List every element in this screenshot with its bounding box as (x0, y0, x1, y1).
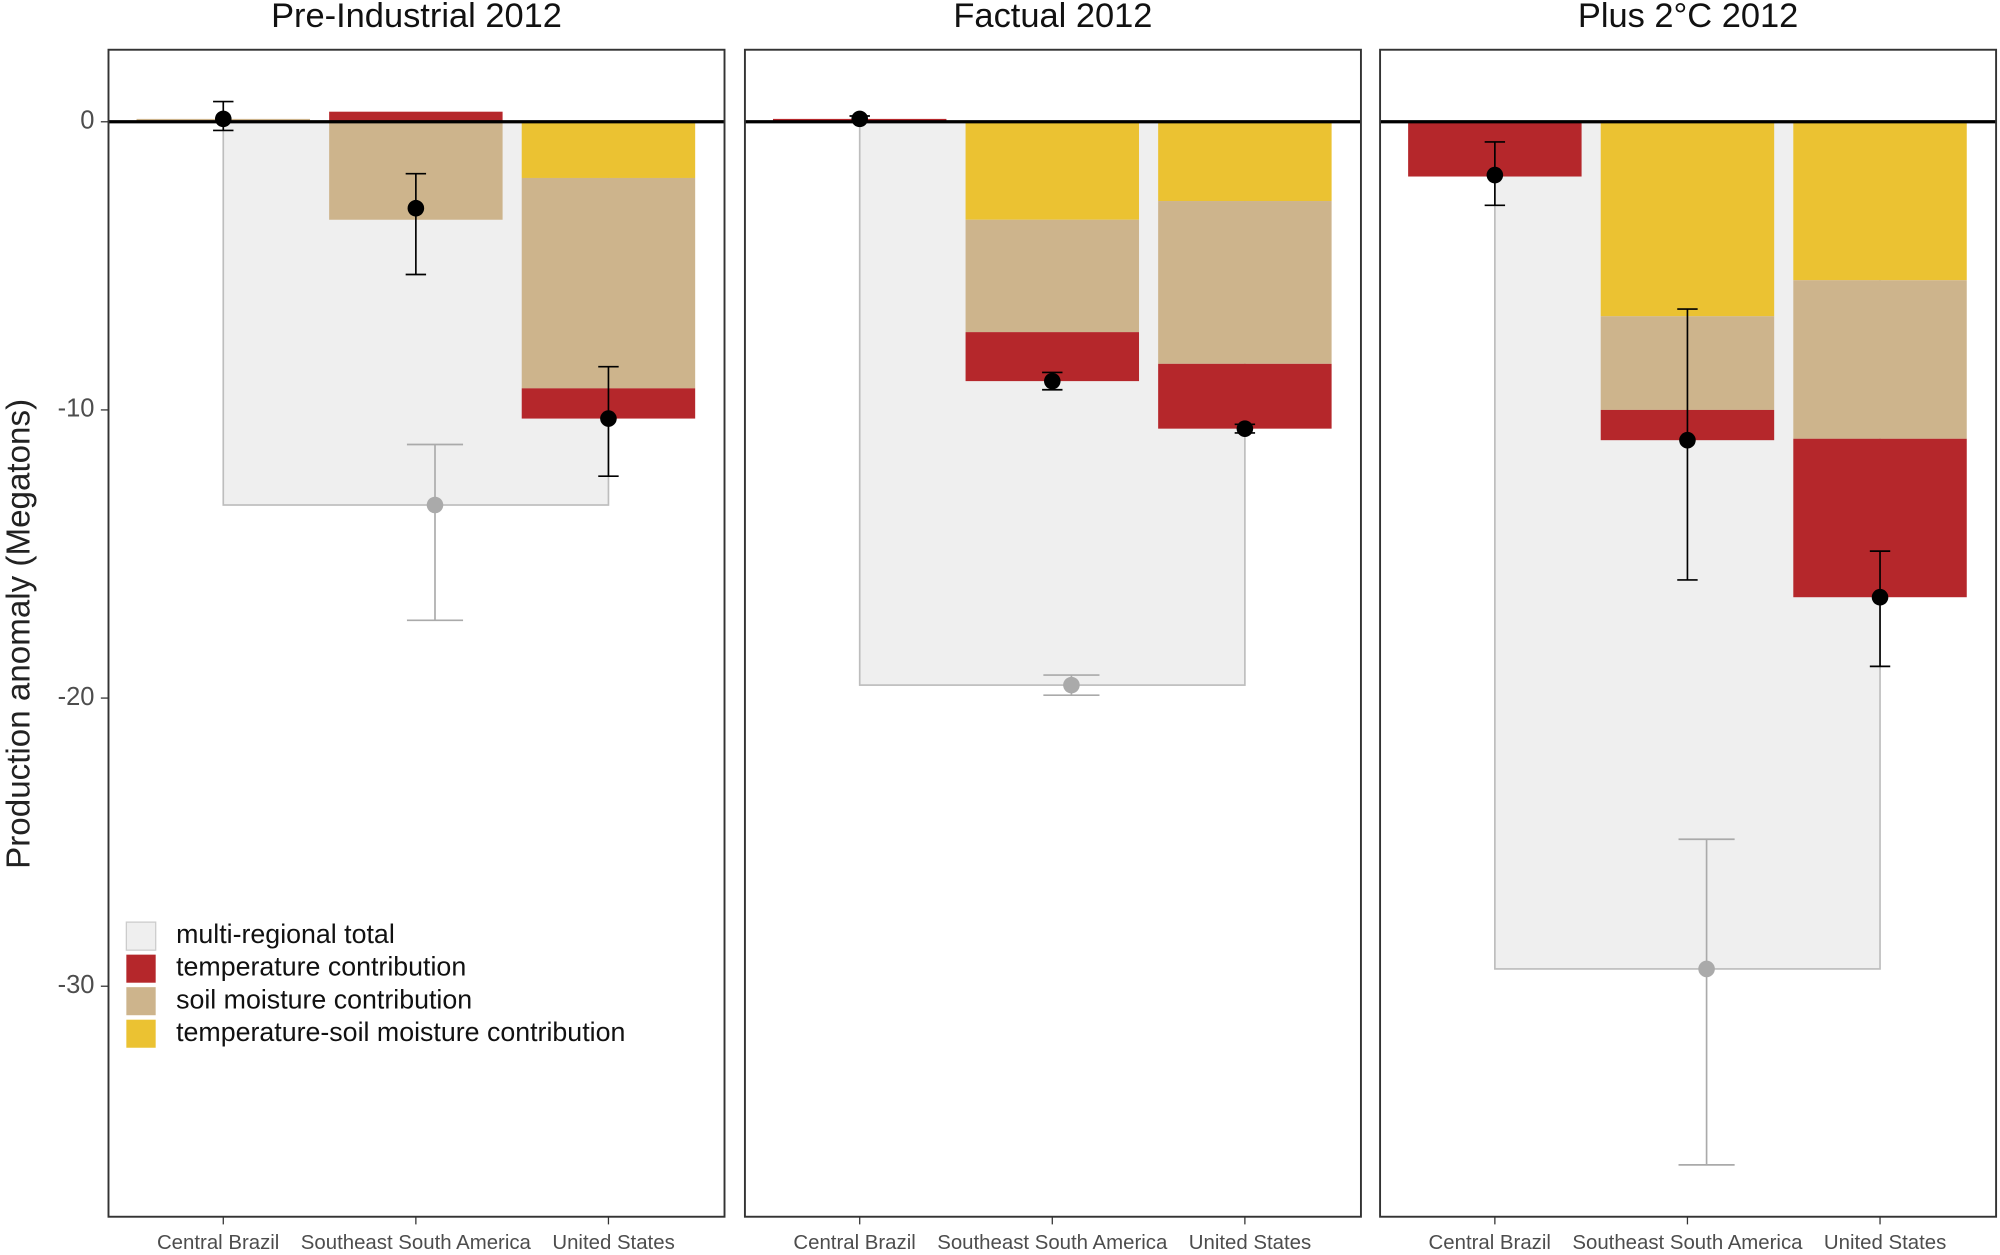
estimate-point (1486, 166, 1504, 184)
x-tick-label: Central Brazil (1429, 1232, 1551, 1254)
x-tick-label: United States (1189, 1232, 1311, 1254)
x-tick-label: Central Brazil (157, 1232, 279, 1254)
legend-swatch (126, 987, 156, 1016)
total-point (1063, 676, 1080, 694)
stack-segment (1158, 121, 1332, 202)
x-tick-label: United States (1824, 1232, 1946, 1254)
total-point (1698, 960, 1715, 978)
panel-title: Pre-Industrial 2012 (271, 0, 562, 35)
legend-label: soil moisture contribution (176, 984, 472, 1014)
legend-swatch (126, 1019, 156, 1048)
estimate-point (407, 199, 425, 217)
panel-border (743, 48, 1362, 1218)
stack-segment (1158, 201, 1332, 364)
estimate-point (851, 110, 868, 128)
stack-segment (965, 219, 1140, 333)
stack-segment (1793, 121, 1967, 281)
y-axis-label: Production anomaly (Megatons) (0, 399, 37, 869)
stack-segment (965, 121, 1140, 220)
y-tick-label: -20 (58, 683, 95, 711)
estimate-point (1871, 588, 1889, 606)
estimate-point (600, 410, 617, 427)
legend-label: multi-regional total (176, 919, 395, 949)
stack-segment (329, 111, 503, 122)
estimate-point (214, 110, 232, 128)
stack-segment (521, 121, 696, 178)
y-tick-label: -10 (58, 395, 95, 423)
stack-segment (1793, 280, 1967, 439)
legend-label: temperature-soil moisture contribution (176, 1017, 625, 1047)
x-tick-label: Southeast South America (301, 1232, 532, 1254)
legend-swatch (126, 954, 156, 983)
x-tick-label: United States (552, 1232, 674, 1254)
stack-segment (1600, 121, 1775, 317)
panel-title: Plus 2°C 2012 (1578, 0, 1798, 35)
stack-segment (1158, 363, 1332, 429)
panel-border (107, 48, 726, 1218)
y-tick-label: 0 (80, 107, 94, 135)
x-tick-label: Southeast South America (937, 1232, 1168, 1254)
total-point (426, 496, 444, 514)
estimate-point (1236, 420, 1254, 437)
legend-label: temperature contribution (176, 952, 466, 982)
x-tick-label: Central Brazil (793, 1232, 915, 1254)
legend-swatch (125, 921, 157, 951)
estimate-point (1044, 372, 1061, 390)
stack-segment (521, 177, 696, 389)
x-tick-label: Southeast South America (1572, 1232, 1803, 1254)
y-tick-label: -30 (58, 971, 95, 999)
estimate-point (1679, 431, 1696, 449)
panel-title: Factual 2012 (953, 0, 1152, 35)
panel-border (1379, 48, 1998, 1218)
